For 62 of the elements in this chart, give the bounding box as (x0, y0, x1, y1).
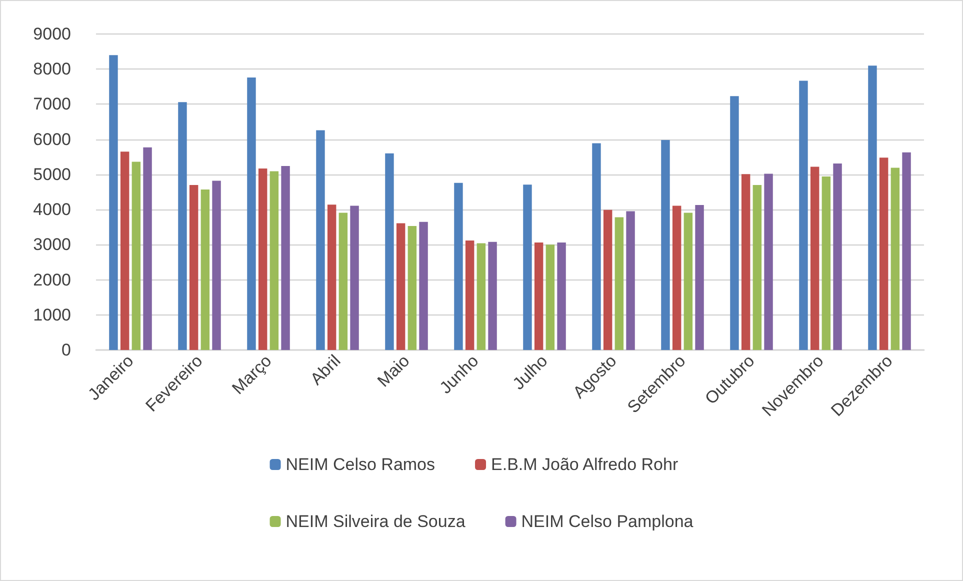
bar (396, 223, 406, 350)
bar (270, 171, 279, 350)
bar (454, 182, 463, 350)
bar (902, 152, 911, 350)
bar (327, 204, 336, 350)
y-tick-label: 0 (62, 340, 71, 360)
bar (120, 152, 130, 350)
y-tick-label: 3000 (33, 235, 71, 254)
y-tick-label: 5000 (33, 164, 71, 184)
y-tick-label: 6000 (33, 130, 71, 149)
bar (730, 96, 739, 350)
legend-label: NEIM Silveira de Souza (286, 512, 466, 531)
bar (764, 174, 773, 350)
bar (419, 222, 428, 350)
bar (534, 242, 544, 350)
bar (592, 143, 601, 350)
bar (350, 206, 359, 350)
bar (247, 78, 256, 350)
bar (316, 130, 325, 350)
bar (281, 166, 290, 350)
bar (338, 212, 348, 350)
bar (143, 147, 152, 350)
y-tick-label: 9000 (33, 24, 71, 44)
bar (799, 80, 808, 350)
bar (741, 174, 750, 350)
bar (603, 210, 612, 350)
legend-label: NEIM Celso Ramos (286, 455, 436, 474)
bar (557, 242, 566, 350)
bar (661, 140, 670, 350)
bar (212, 180, 221, 350)
bar (672, 206, 682, 350)
bar (476, 243, 486, 350)
y-tick-label: 7000 (33, 94, 71, 114)
bar (879, 158, 888, 350)
y-tick-label: 4000 (33, 200, 71, 220)
bar (833, 164, 842, 350)
bar (752, 184, 762, 350)
legend-label: NEIM Celso Pamplona (521, 512, 694, 531)
bar (189, 184, 198, 350)
bar (695, 204, 704, 350)
bar (810, 166, 820, 350)
bar (488, 242, 497, 350)
y-tick-label: 1000 (33, 305, 71, 324)
bar (109, 55, 118, 350)
bar (465, 240, 474, 350)
bar (890, 168, 900, 350)
bar (523, 184, 532, 350)
bar (408, 226, 417, 350)
bar (385, 153, 394, 350)
bar (258, 168, 268, 350)
bar (626, 211, 635, 350)
bar (546, 244, 555, 350)
y-tick-label: 8000 (33, 60, 71, 79)
bar (132, 162, 141, 350)
bar (178, 102, 187, 350)
bar (868, 66, 877, 350)
bar (822, 176, 831, 350)
y-tick-label: 2000 (33, 270, 71, 290)
bar (684, 212, 693, 350)
bar (614, 217, 624, 350)
bar (200, 190, 210, 350)
legend-label: E.B.M João Alfredo Rohr (491, 455, 678, 474)
